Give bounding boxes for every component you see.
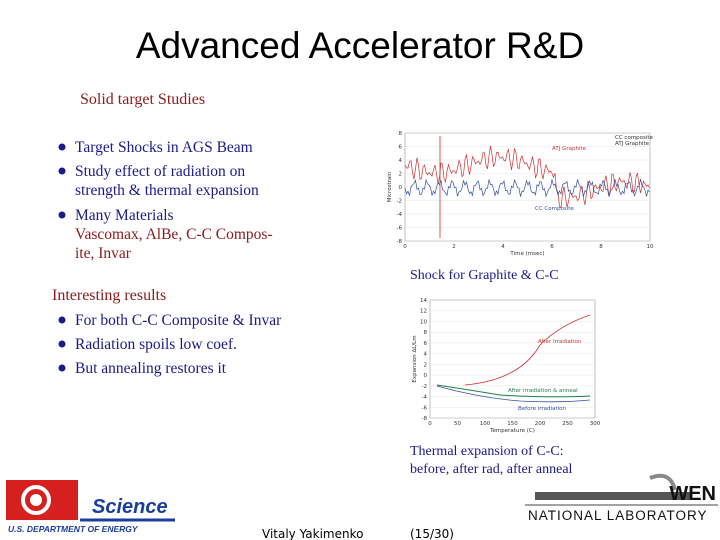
curve: [404, 178, 650, 198]
x-tick-label: 8: [599, 244, 603, 250]
bullet-text: ite, Invar: [75, 245, 132, 262]
curve-label: CC Composite: [535, 206, 574, 212]
logo-text: WEN: [669, 483, 716, 505]
chart-caption: Shock for Graphite & C-C: [410, 268, 559, 283]
slide-title: Advanced Accelerator R&D: [136, 25, 584, 66]
y-tick-label: 0: [399, 185, 403, 191]
x-tick-label: 150: [507, 421, 518, 427]
x-tick-label: 100: [480, 421, 491, 427]
curve-label: After Irradiation: [538, 339, 582, 345]
bullet-text: Study effect of radiation on: [75, 163, 245, 180]
curve: [464, 314, 591, 386]
x-tick-label: 4: [501, 244, 505, 250]
x-tick-label: 50: [454, 421, 461, 427]
y-tick-label: 2: [424, 362, 428, 368]
y-tick-label: 10: [420, 319, 427, 325]
chart-caption: before, after rad, after anneal: [410, 462, 573, 477]
bullet-text: Radiation spoils low coef.: [75, 336, 237, 353]
x-axis-label: Temperature (C): [489, 428, 535, 434]
y-tick-label: 2: [399, 172, 403, 178]
y-tick-label: -8: [422, 416, 428, 422]
y-tick-label: 4: [399, 158, 403, 164]
doe-logo: [6, 480, 175, 522]
chart-caption: Thermal expansion of C-C:: [410, 444, 564, 459]
x-axis-label: Time (msec): [509, 251, 544, 257]
y-tick-label: -6: [422, 405, 428, 411]
y-tick-label: 8: [399, 131, 403, 137]
bullet: [58, 211, 66, 219]
y-tick-label: -2: [397, 199, 402, 205]
page-number: (15/30): [410, 527, 454, 540]
legend-entry: CC composite: [615, 135, 654, 141]
legend-entry: ATJ Graphite: [615, 141, 650, 147]
curve-label: After irradiation & anneal: [508, 388, 578, 394]
bullet: [58, 364, 66, 372]
author: Vitaly Yakimenko: [262, 527, 363, 540]
y-tick-label: 12: [420, 309, 427, 315]
bnl-logo: [525, 473, 718, 506]
bullet-text: Target Shocks in AGS Beam: [75, 139, 253, 156]
x-tick-label: 200: [535, 421, 546, 427]
logo-text: Science: [92, 496, 168, 518]
bullet: [58, 340, 66, 348]
curve: [436, 384, 591, 398]
bullet-text: Many Materials: [75, 207, 174, 224]
y-tick-label: -6: [397, 226, 403, 232]
curve-label: ATJ Graphite: [552, 146, 587, 152]
bullet: [58, 167, 66, 175]
y-tick-label: 0: [424, 373, 428, 379]
y-tick-label: -4: [397, 212, 403, 218]
y-tick-label: 14: [420, 298, 427, 304]
logo-subtext: NATIONAL LABORATORY: [528, 508, 708, 523]
section-heading: Solid target Studies: [80, 91, 205, 108]
x-tick-label: 250: [562, 421, 573, 427]
bullet-text: For both C-C Composite & Invar: [75, 312, 282, 329]
bullet-text: But annealing restores it: [75, 360, 227, 377]
x-tick-label: 2: [452, 244, 456, 250]
logo-subtext: U.S. DEPARTMENT OF ENERGY: [8, 524, 139, 534]
x-tick-label: 0: [403, 244, 407, 250]
bullet: [58, 143, 66, 151]
bullet-text: strength & thermal expansion: [75, 182, 259, 199]
y-tick-label: 8: [424, 330, 428, 336]
section-heading: Interesting results: [52, 287, 166, 304]
x-tick-label: 300: [590, 421, 601, 427]
bullet: [58, 316, 66, 324]
x-tick-label: 10: [647, 244, 654, 250]
y-axis-label: Microstrain: [387, 171, 393, 202]
x-tick-label: 0: [428, 421, 432, 427]
y-tick-label: 4: [424, 352, 428, 358]
y-tick-label: -4: [422, 395, 428, 401]
y-tick-label: -8: [397, 239, 403, 245]
y-tick-label: -2: [422, 384, 427, 390]
y-axis-label: Expansion ΔL/Lm: [412, 335, 418, 382]
curve-label: Before irradiation: [518, 406, 566, 412]
y-tick-label: 6: [399, 145, 403, 151]
curve: [436, 385, 591, 403]
y-tick-label: 6: [424, 341, 428, 347]
bullet-text: Vascomax, AlBe, C-C Compos-: [75, 226, 273, 243]
x-tick-label: 6: [550, 244, 554, 250]
